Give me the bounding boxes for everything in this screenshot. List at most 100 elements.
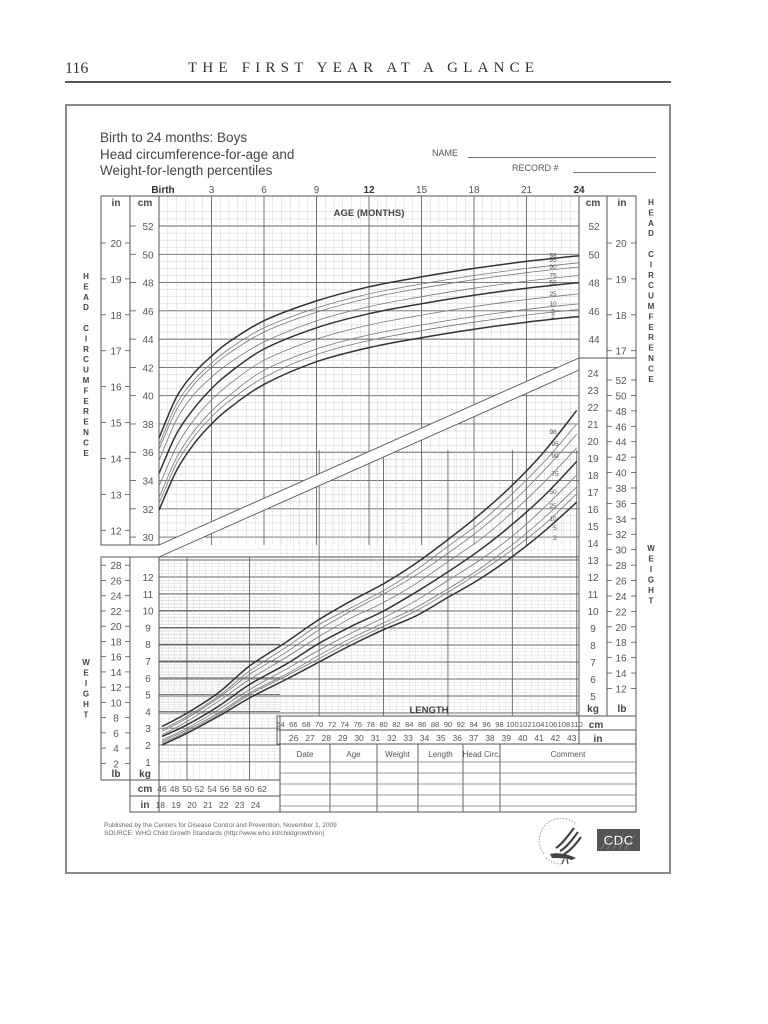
svg-text:T: T <box>84 711 89 720</box>
length-in-tick-right: 37 <box>469 733 479 743</box>
svg-text:E: E <box>648 344 654 353</box>
length-in-tick-right: 42 <box>551 733 561 743</box>
length-in-tick: 23 <box>235 800 245 810</box>
unit-in-length-left: in <box>141 800 150 811</box>
svg-text:E: E <box>648 555 654 564</box>
table-cell[interactable] <box>418 795 463 806</box>
weight-kg-tick-right: 15 <box>587 522 599 533</box>
chart-grid <box>158 196 580 780</box>
head-curve-2 <box>158 315 580 511</box>
length-cm-tick-right: 74 <box>341 720 349 729</box>
svg-text:W: W <box>647 544 655 553</box>
name-label: NAME <box>432 148 459 158</box>
weight-lb-tick: 6 <box>113 729 119 740</box>
length-cm-tick-right: 76 <box>354 720 362 729</box>
record-table[interactable]: Date Age Weight Length Head Circ. Comment <box>279 743 637 813</box>
table-cell[interactable] <box>377 744 418 762</box>
table-cell[interactable] <box>280 784 330 795</box>
record-input-line[interactable] <box>573 172 656 173</box>
table-cell[interactable] <box>280 744 330 762</box>
length-cm-tick-right: 106 <box>545 720 558 729</box>
length-cm-tick-right: 82 <box>392 720 400 729</box>
svg-text:E: E <box>648 208 654 217</box>
weight-lb-tick-right: 50 <box>615 391 627 402</box>
svg-text:C: C <box>648 281 654 290</box>
table-cell[interactable] <box>330 762 377 773</box>
unit-cm-right: cm <box>586 198 601 209</box>
weight-lb-tick: 20 <box>110 622 122 633</box>
running-title: THE FIRST YEAR AT A GLANCE <box>188 60 540 76</box>
table-cell[interactable] <box>280 795 330 806</box>
page-number: 116 <box>65 60 89 77</box>
table-cell[interactable] <box>377 795 418 806</box>
svg-text:N: N <box>648 354 654 363</box>
head-percentile-label: 5 <box>551 308 555 315</box>
weight-lb-tick-right: 46 <box>615 422 627 433</box>
table-cell[interactable] <box>330 773 377 784</box>
table-cell[interactable] <box>463 762 500 773</box>
table-cell[interactable] <box>377 773 418 784</box>
svg-text:G: G <box>83 690 89 699</box>
svg-text:N: N <box>83 428 89 437</box>
weight-kg-tick: 7 <box>145 657 151 668</box>
published-note: Published by the Centers for Disease Con… <box>104 822 337 829</box>
svg-text:E: E <box>83 418 89 427</box>
unit-cm-length-left: cm <box>138 784 153 795</box>
name-input-line[interactable] <box>468 157 656 158</box>
table-cell[interactable] <box>280 762 330 773</box>
table-cell[interactable] <box>330 744 377 762</box>
table-cell[interactable] <box>418 773 463 784</box>
table-cell[interactable] <box>463 773 500 784</box>
weight-lb-tick: 22 <box>110 607 122 618</box>
head-in-tick-right: 17 <box>615 347 627 358</box>
weight-lb-tick: 12 <box>110 683 122 694</box>
table-cell[interactable] <box>500 784 636 795</box>
length-cm-tick-right: 100 <box>506 720 519 729</box>
weight-percentile-label: 5 <box>553 525 557 532</box>
head-in-tick: 15 <box>110 419 122 430</box>
weight-curve-10 <box>161 486 577 742</box>
length-cm-tick-right: 78 <box>366 720 374 729</box>
head-cm-tick: 42 <box>142 363 154 374</box>
table-cell[interactable] <box>500 762 636 773</box>
head-in-tick: 19 <box>110 275 122 286</box>
svg-text:U: U <box>83 366 89 375</box>
length-cm-tick-right: 84 <box>405 720 413 729</box>
svg-text:M: M <box>83 376 90 385</box>
weight-kg-tick: 9 <box>145 623 151 634</box>
table-cell[interactable] <box>280 773 330 784</box>
table-cell[interactable] <box>463 744 500 762</box>
table-cell[interactable] <box>418 784 463 795</box>
age-tick-label: 18 <box>468 185 480 196</box>
length-in-tick-right: 27 <box>305 733 315 743</box>
unit-kg-left: kg <box>139 769 151 780</box>
table-cell[interactable] <box>463 795 500 806</box>
weight-kg-tick-right: 11 <box>588 590 599 601</box>
table-cell[interactable] <box>377 784 418 795</box>
table-cell[interactable] <box>377 762 418 773</box>
length-cm-tick: 52 <box>195 784 205 794</box>
table-cell[interactable] <box>500 744 636 762</box>
svg-text:E: E <box>648 375 654 384</box>
table-cell[interactable] <box>418 762 463 773</box>
length-in-tick-right: 41 <box>534 733 544 743</box>
table-cell[interactable] <box>463 784 500 795</box>
table-cell[interactable] <box>500 773 636 784</box>
table-cell[interactable] <box>330 795 377 806</box>
head-curve-50 <box>158 281 580 474</box>
weight-lb-tick-right: 42 <box>615 453 627 464</box>
weight-kg-tick: 3 <box>145 724 151 735</box>
table-cell[interactable] <box>500 795 636 806</box>
head-cm-tick: 52 <box>142 222 154 233</box>
head-percentile-label: 75 <box>549 272 557 279</box>
head-in-tick: 20 <box>110 239 122 250</box>
table-cell[interactable] <box>418 744 463 762</box>
table-cell[interactable] <box>330 784 377 795</box>
unit-kg-right: kg <box>587 704 599 715</box>
head-cm-tick: 44 <box>142 335 154 346</box>
weight-lb-tick-right: 18 <box>615 638 627 649</box>
age-axis-label: AGE (MONTHS) <box>334 208 405 219</box>
length-in-tick-right: 40 <box>518 733 528 743</box>
